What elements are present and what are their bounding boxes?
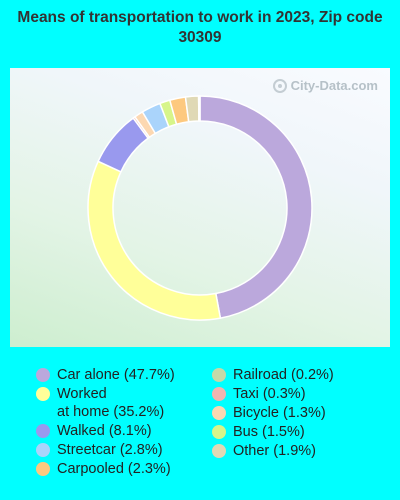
donut-slice-9 (197, 95, 201, 122)
donut-slice-8 (184, 95, 200, 123)
legend-swatch (36, 387, 50, 401)
plot-area: City-Data.com (10, 68, 390, 347)
legend-item: Railroad (0.2%) (212, 366, 334, 384)
legend: Car alone (47.7%) Worked at home (35.2%) W… (0, 366, 400, 496)
legend-label: Bus (1.5%) (233, 424, 305, 440)
donut-slice-0 (199, 95, 313, 320)
legend-item: Other (1.9%) (212, 442, 316, 460)
legend-item: Streetcar (2.8%) (36, 441, 163, 459)
legend-label: Carpooled (2.3%) (57, 461, 171, 477)
legend-label: Other (1.9%) (233, 443, 316, 459)
legend-label: Worked at home (35.2%) (57, 386, 165, 420)
legend-label: Streetcar (2.8%) (57, 442, 163, 458)
legend-item: Car alone (47.7%) (36, 366, 175, 384)
legend-item: Walked (8.1%) (36, 422, 152, 440)
legend-label: Car alone (47.7%) (57, 367, 175, 383)
legend-swatch (212, 406, 226, 420)
legend-swatch (212, 425, 226, 439)
legend-swatch (36, 443, 50, 457)
legend-swatch (212, 387, 226, 401)
donut-chart (87, 95, 313, 321)
legend-label: Bicycle (1.3%) (233, 405, 326, 421)
legend-item: Taxi (0.3%) (212, 385, 306, 403)
watermark: City-Data.com (272, 78, 378, 93)
chart-title: Means of transportation to work in 2023,… (17, 9, 383, 46)
legend-swatch (212, 444, 226, 458)
legend-label: Taxi (0.3%) (233, 386, 306, 402)
legend-item: Bus (1.5%) (212, 423, 305, 441)
legend-label: Walked (8.1%) (57, 423, 152, 439)
legend-swatch (36, 368, 50, 382)
magnifier-icon (272, 78, 287, 93)
legend-item: Worked at home (35.2%) (36, 385, 164, 421)
legend-item: Bicycle (1.3%) (212, 404, 326, 422)
legend-swatch (212, 368, 226, 382)
legend-label: Railroad (0.2%) (233, 367, 334, 383)
legend-swatch (36, 424, 50, 438)
donut-slice-1 (87, 160, 222, 321)
legend-swatch (36, 462, 50, 476)
legend-item: Carpooled (2.3%) (36, 460, 171, 478)
watermark-text: City-Data.com (290, 78, 378, 93)
